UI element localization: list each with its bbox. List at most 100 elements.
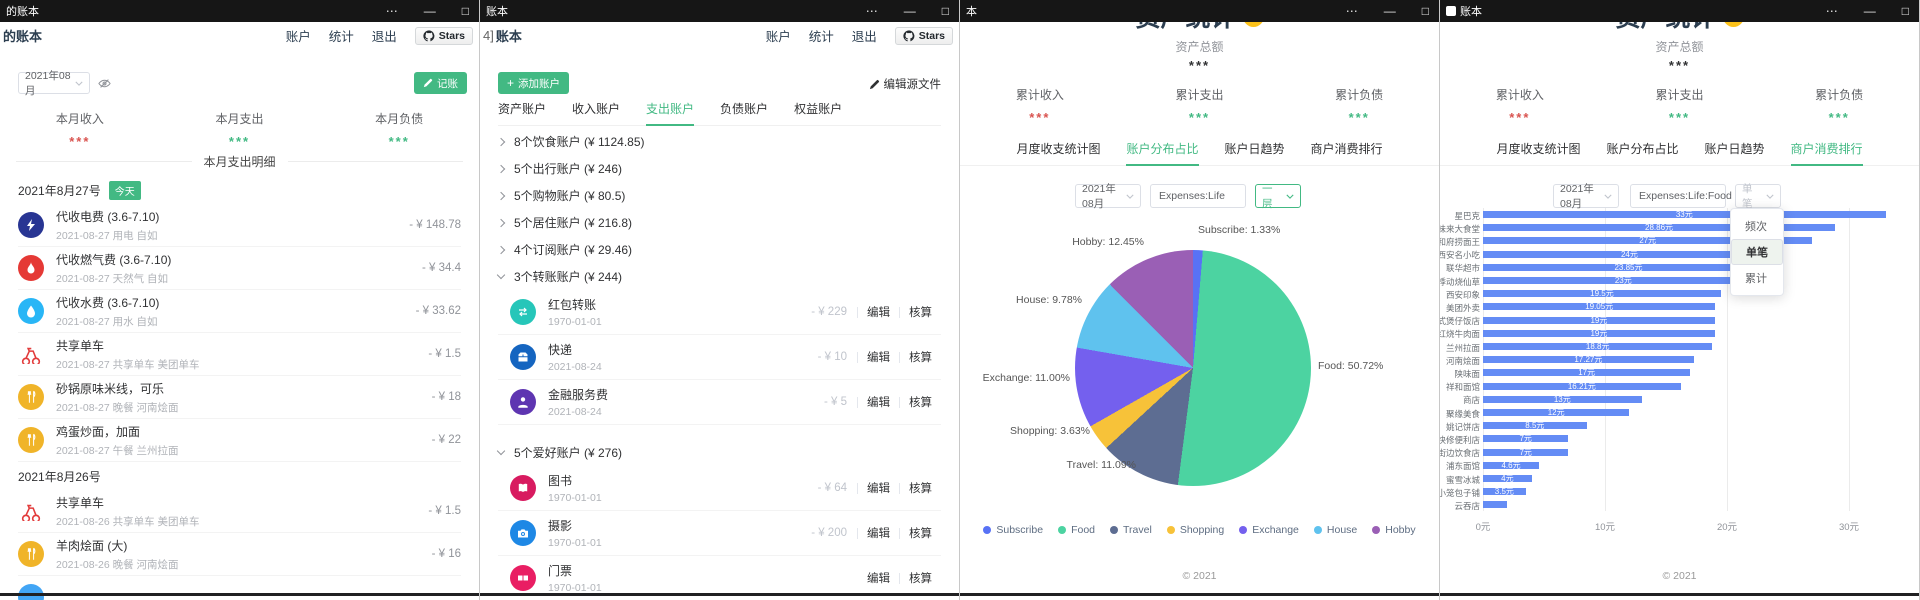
tab-账户分布占比[interactable]: 账户分布占比 [1606,142,1679,156]
transaction-row[interactable]: 代收电费 (3.6-7.10) 2021-08-27 用电 自如 - ¥ 148.7… [18,204,461,247]
nav-账户[interactable]: 账户 [765,30,791,44]
nav-统计[interactable]: 统计 [328,30,354,44]
tab-商户消费排行[interactable]: 商户消费排行 [1310,142,1383,156]
action-编辑[interactable]: 编辑 [867,573,890,585]
tab-收入账户[interactable]: 收入账户 [572,102,621,116]
month-select[interactable]: 2021年08月 [1553,183,1619,210]
tab-账户日趋势[interactable]: 账户日趋势 [1224,142,1285,156]
action-核算[interactable]: 核算 [909,307,932,319]
nav-退出[interactable]: 退出 [371,30,397,44]
github-stars-badge[interactable]: Stars [894,26,953,45]
action-核算[interactable]: 核算 [909,573,932,585]
account-group-row[interactable]: 5个爱好账户 (¥ 276) [496,439,941,466]
account-filter-input[interactable]: Expenses:Life:Food [1630,184,1732,208]
month-select[interactable]: 2021年08月 [18,70,90,97]
minimize-icon[interactable]: — [903,4,916,18]
account-row[interactable]: 金融服务费 2021-08-24 - ¥ 5 编辑 核算 [498,380,941,425]
menu-item-频次[interactable]: 频次 [1745,221,1767,233]
minimize-icon[interactable]: — [1863,4,1876,18]
tab-商户消费排行[interactable]: 商户消费排行 [1790,140,1863,166]
action-核算[interactable]: 核算 [909,397,932,409]
chevron-down-icon [496,446,506,456]
transaction-row[interactable]: 砂锅原味米线，可乐 2021-08-27 晚餐 河南烩面 - ¥ 18 [18,376,461,419]
maximize-icon[interactable]: □ [1901,4,1909,18]
transaction-row[interactable]: 共享单车 2021-08-26 共享单车 美团单车 - ¥ 1.5 [18,490,461,533]
more-icon[interactable]: ⋯ [385,4,398,18]
level-select[interactable]: 一层 [1255,183,1301,210]
maximize-icon[interactable]: □ [941,4,949,18]
account-group-row[interactable]: 5个居住账户 (¥ 216.8) [496,209,941,236]
legend-item-House[interactable]: House [1313,524,1357,536]
tab-账户分布占比[interactable]: 账户分布占比 [1126,140,1199,166]
menu-item-累计[interactable]: 累计 [1745,273,1767,285]
account-row[interactable]: 快递 2021-08-24 - ¥ 10 编辑 核算 [498,335,941,380]
maximize-icon[interactable]: □ [461,4,469,18]
minimize-icon[interactable]: — [1383,4,1396,18]
maximize-icon[interactable]: □ [1421,4,1429,18]
action-核算[interactable]: 核算 [909,352,932,364]
legend-item-Hobby[interactable]: Hobby [1372,524,1416,536]
github-icon [423,29,435,41]
month-select[interactable]: 2021年08月 [1075,183,1141,210]
record-transaction-button[interactable]: 记账 [414,72,467,94]
account-filter-input[interactable]: Expenses:Life [1150,184,1246,208]
legend-item-Subscribe[interactable]: Subscribe [983,524,1043,536]
legend-item-Shopping[interactable]: Shopping [1166,524,1224,536]
add-account-button[interactable]: + 添加账户 [498,72,570,94]
nav-账户[interactable]: 账户 [285,30,311,44]
tab-权益账户[interactable]: 权益账户 [794,102,843,116]
transaction-row[interactable]: 代收水费 (3.6-7.10) 2021-08-27 用水 自如 - ¥ 33.62 [18,290,461,333]
legend-item-Exchange[interactable]: Exchange [1239,524,1299,536]
action-编辑[interactable]: 编辑 [867,397,890,409]
account-group-row[interactable]: 5个购物账户 (¥ 80.5) [496,182,941,209]
transaction-row[interactable]: 代收燃气费 (3.6-7.10) 2021-08-27 天然气 自如 - ¥ 34.… [18,247,461,290]
transaction-row[interactable] [18,576,461,600]
tab-账户日趋势[interactable]: 账户日趋势 [1704,142,1765,156]
titlebar[interactable]: 的账本 ⋯ — □ [0,0,479,22]
more-icon[interactable]: ⋯ [865,4,878,18]
nav-统计[interactable]: 统计 [808,30,834,44]
account-row[interactable]: 门票 1970-01-01 编辑 核算 [498,556,941,600]
action-separator [857,527,858,539]
mode-select[interactable]: 单笔 [1735,183,1781,210]
nav-退出[interactable]: 退出 [851,30,877,44]
tab-资产账户[interactable]: 资产账户 [498,102,547,116]
action-核算[interactable]: 核算 [909,528,932,540]
account-group-row[interactable]: 4个订阅账户 (¥ 29.46) [496,236,941,263]
more-icon[interactable]: ⋯ [1345,4,1358,18]
minimize-icon[interactable]: — [423,4,436,18]
eye-off-icon [98,78,111,88]
pie-slice-label-Hobby: Hobby: 12.45% [1072,236,1144,248]
account-row[interactable]: 图书 1970-01-01 - ¥ 64 编辑 核算 [498,466,941,511]
tab-月度收支统计图[interactable]: 月度收支统计图 [1016,142,1101,156]
tab-负债账户[interactable]: 负债账户 [720,102,769,116]
account-group-row[interactable]: 3个转账账户 (¥ 244) [496,263,941,290]
titlebar[interactable]: 账本 ⋯ — □ [480,0,959,22]
tab-支出账户[interactable]: 支出账户 [646,100,695,126]
transaction-row[interactable]: 羊肉烩面 (大) 2021-08-26 晚餐 河南烩面 - ¥ 16 [18,533,461,576]
legend-item-Travel[interactable]: Travel [1110,524,1152,536]
github-stars-badge[interactable]: Stars [414,26,473,45]
more-icon[interactable]: ⋯ [1825,4,1838,18]
action-编辑[interactable]: 编辑 [867,483,890,495]
account-row[interactable]: 红包转账 1970-01-01 - ¥ 229 编辑 核算 [498,290,941,335]
tab-月度收支统计图[interactable]: 月度收支统计图 [1496,142,1581,156]
action-编辑[interactable]: 编辑 [867,307,890,319]
action-编辑[interactable]: 编辑 [867,352,890,364]
window-stats-merchant-ranking: 账本 ⋯ — □ 资产统计 资产总额 *** 累计收入***累计支出***累计负… [1440,0,1920,600]
transaction-row[interactable]: 鸡蛋炒面，加面 2021-08-27 午餐 兰州拉面 - ¥ 22 [18,419,461,462]
transaction-row[interactable]: 共享单车 2021-08-27 共享单车 美团单车 - ¥ 1.5 [18,333,461,376]
account-group-row[interactable]: 5个出行账户 (¥ 246) [496,155,941,182]
privacy-eye-toggle[interactable] [98,77,111,90]
titlebar[interactable]: 本 ⋯ — □ [960,0,1439,22]
account-row[interactable]: 摄影 1970-01-01 - ¥ 200 编辑 核算 [498,511,941,556]
edit-source-link[interactable]: 编辑源文件 [869,76,941,92]
action-编辑[interactable]: 编辑 [867,528,890,540]
menu-item-单笔[interactable]: 单笔 [1731,239,1783,265]
titlebar[interactable]: 账本 ⋯ — □ [1440,0,1919,22]
account-group-row[interactable]: 8个饮食账户 (¥ 1124.85) [496,128,941,155]
titlebar-title: 的账本 [6,6,39,18]
action-核算[interactable]: 核算 [909,483,932,495]
legend-item-Food[interactable]: Food [1058,524,1095,536]
